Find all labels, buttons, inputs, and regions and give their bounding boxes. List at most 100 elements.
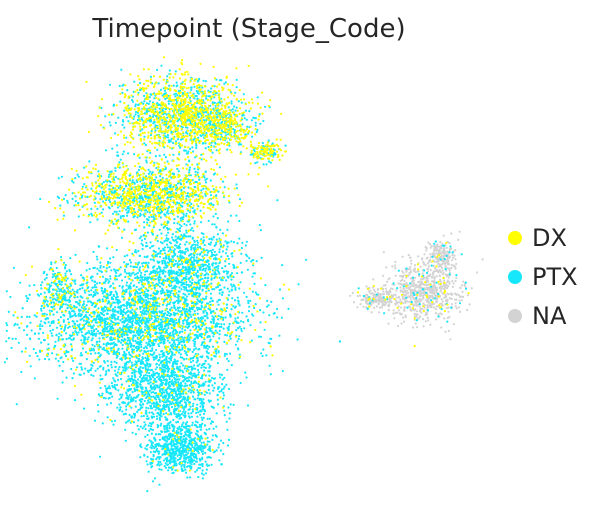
point-ptx [197,115,200,119]
point-na [386,280,389,283]
point-ptx [246,268,249,271]
point-na [435,260,438,263]
point-ptx [98,298,101,301]
point-ptx [117,116,120,119]
point-na [377,296,380,299]
point-ptx [140,118,144,121]
point-ptx [119,216,122,220]
point-na [438,264,441,267]
point-ptx [16,323,19,326]
point-na [421,257,424,260]
point-ptx [230,240,233,243]
point-na [421,308,424,311]
point-ptx [207,219,210,222]
point-ptx [158,270,161,273]
point-na [403,309,406,312]
point-na [397,282,400,285]
point-na [394,274,397,277]
point-na [424,313,427,317]
point-ptx [195,288,198,291]
point-ptx [212,203,215,207]
point-ptx [108,280,111,283]
point-ptx [70,273,73,276]
point-na [415,316,418,319]
point-ptx [128,316,131,319]
point-na [453,298,457,301]
point-ptx [85,358,88,361]
point-ptx [253,282,256,285]
point-ptx [193,167,196,170]
point-ptx [55,326,59,329]
point-ptx [185,283,188,286]
point-na [461,284,464,287]
point-na [431,280,434,283]
point-na [364,301,368,304]
point-ptx [39,284,43,287]
point-ptx [119,341,123,344]
point-ptx [142,285,145,288]
point-ptx [124,275,127,278]
point-na [415,304,418,307]
point-ptx [160,292,163,295]
point-ptx [67,337,70,340]
point-ptx [175,280,178,283]
point-na [376,288,379,291]
point-na [450,303,453,306]
point-ptx [37,332,40,335]
point-na [427,265,430,268]
point-na [417,255,420,258]
point-ptx [161,119,164,122]
point-ptx [231,252,234,255]
point-ptx [66,199,69,202]
point-ptx [189,329,192,332]
point-ptx [181,218,184,221]
point-ptx [116,151,119,154]
point-ptx [115,361,118,364]
point-na [388,303,391,306]
point-ptx [210,241,213,244]
point-na [380,306,383,309]
point-na [442,255,445,258]
point-na [446,287,449,290]
point-ptx [166,134,169,137]
point-na [443,248,446,251]
point-na [351,291,354,295]
point-ptx [202,79,205,82]
point-ptx [238,219,241,223]
point-ptx [73,280,76,283]
point-ptx [205,302,208,305]
point-ptx [171,172,174,175]
point-na [435,268,438,271]
point-ptx [152,358,156,361]
point-ptx [305,258,308,261]
point-ptx [111,147,114,150]
point-ptx [252,116,255,119]
point-ptx [167,231,170,234]
point-na [451,254,454,257]
point-na [415,326,419,329]
point-na [441,269,444,272]
point-na [423,283,426,287]
point-ptx [196,101,199,105]
point-ptx [270,300,273,303]
point-ptx [231,255,234,258]
point-ptx [173,218,176,221]
point-na [406,300,409,303]
point-ptx [11,337,14,340]
point-ptx [182,215,185,219]
point-ptx [89,277,92,280]
point-na [439,284,442,288]
point-ptx [90,329,93,332]
point-ptx [163,359,166,362]
point-ptx [60,175,64,178]
point-ptx [143,135,146,138]
point-na [404,289,407,292]
point-ptx [97,351,100,355]
point-na [421,291,424,294]
point-na [434,312,437,315]
point-ptx [224,252,228,255]
point-ptx [62,320,65,323]
point-na [372,278,375,281]
point-ptx [216,331,219,334]
point-ptx [212,215,215,218]
